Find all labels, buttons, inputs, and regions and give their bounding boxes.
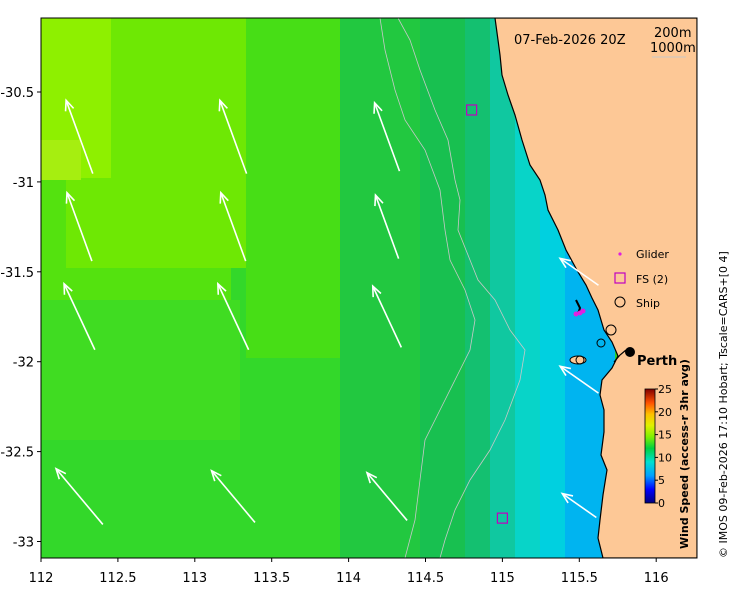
y-tick-label: -31 (13, 176, 34, 191)
legend-glider-label: Glider (636, 248, 669, 261)
colorbar-tick-label: 25 (658, 383, 672, 396)
colorbar: 25 20 15 10 5 0 Wind Speed (access-r 3hr avg) (644, 359, 691, 549)
x-tick-label: 115 (490, 571, 515, 586)
perth-marker: Perth (613, 347, 677, 369)
y-tick-label: -30.5 (0, 86, 34, 101)
colorbar-tick-label: 10 (658, 451, 672, 464)
fs-station-marker (466, 104, 478, 116)
x-tick-label: 116 (644, 571, 669, 586)
contour-label-1000m: 1000m (650, 41, 696, 56)
credit-label: © IMOS 09-Feb-2026 17:10 Hobart; Tscale=… (717, 251, 730, 558)
y-tick-label: -32.5 (0, 446, 34, 461)
contour-label-200m: 200m (654, 26, 691, 41)
x-tick-label: 115.5 (561, 571, 598, 586)
wind-arrow (219, 190, 247, 262)
legend: Glider FS (2) Ship (614, 248, 669, 310)
x-tick-label: 112.5 (99, 571, 136, 586)
contour-200m (397, 18, 526, 558)
x-tick-label: 113.5 (253, 571, 290, 586)
ship-legend-symbol (614, 296, 626, 308)
wind-arrow (373, 100, 401, 172)
wind-arrow (371, 284, 403, 348)
wind-arrow (54, 467, 104, 525)
wind-arrow (210, 469, 256, 523)
wind-arrow (560, 492, 597, 519)
wind-arrow (374, 193, 400, 259)
x-tick-label: 114 (336, 571, 361, 586)
fs-markers (466, 104, 508, 524)
y-tick-label: -31.5 (0, 266, 34, 281)
wind-arrow (218, 98, 248, 174)
y-tick-label: -32 (13, 356, 34, 371)
wind-arrow (558, 365, 599, 394)
x-tick-label: 113 (182, 571, 207, 586)
legend-fs-label: FS (2) (636, 273, 668, 286)
colorbar-label: Wind Speed (access-r 3hr avg) (678, 359, 691, 549)
ship-marker (596, 338, 606, 348)
wind-arrow (63, 281, 96, 351)
colorbar-tick-label: 0 (658, 497, 665, 510)
wind-arrow (216, 281, 250, 351)
ship-marker (605, 324, 617, 336)
fs-station-marker (496, 512, 508, 524)
plot-frame (40, 17, 698, 559)
glider-legend-symbol (618, 252, 622, 256)
contour-1000m (379, 18, 476, 558)
wind-arrow (365, 471, 408, 521)
x-tick-label: 114.5 (407, 571, 444, 586)
wind-arrow (558, 257, 599, 286)
x-tick-label: 112 (29, 571, 54, 586)
wind-arrow (65, 190, 93, 262)
map-datetime: 07-Feb-2026 20Z (514, 33, 626, 48)
wind-arrows (54, 98, 599, 525)
colorbar-gradient (644, 388, 656, 504)
colorbar-tick-label: 15 (658, 429, 672, 442)
colorbar-tick-label: 20 (658, 406, 672, 419)
y-tick-label: -33 (13, 536, 34, 551)
colorbar-tick-label: 5 (658, 474, 665, 487)
legend-ship-label: Ship (636, 297, 660, 310)
fs-legend-symbol (614, 272, 626, 284)
city-label: Perth (637, 354, 677, 369)
wind-arrow (64, 98, 94, 174)
ship-marker (575, 355, 585, 365)
